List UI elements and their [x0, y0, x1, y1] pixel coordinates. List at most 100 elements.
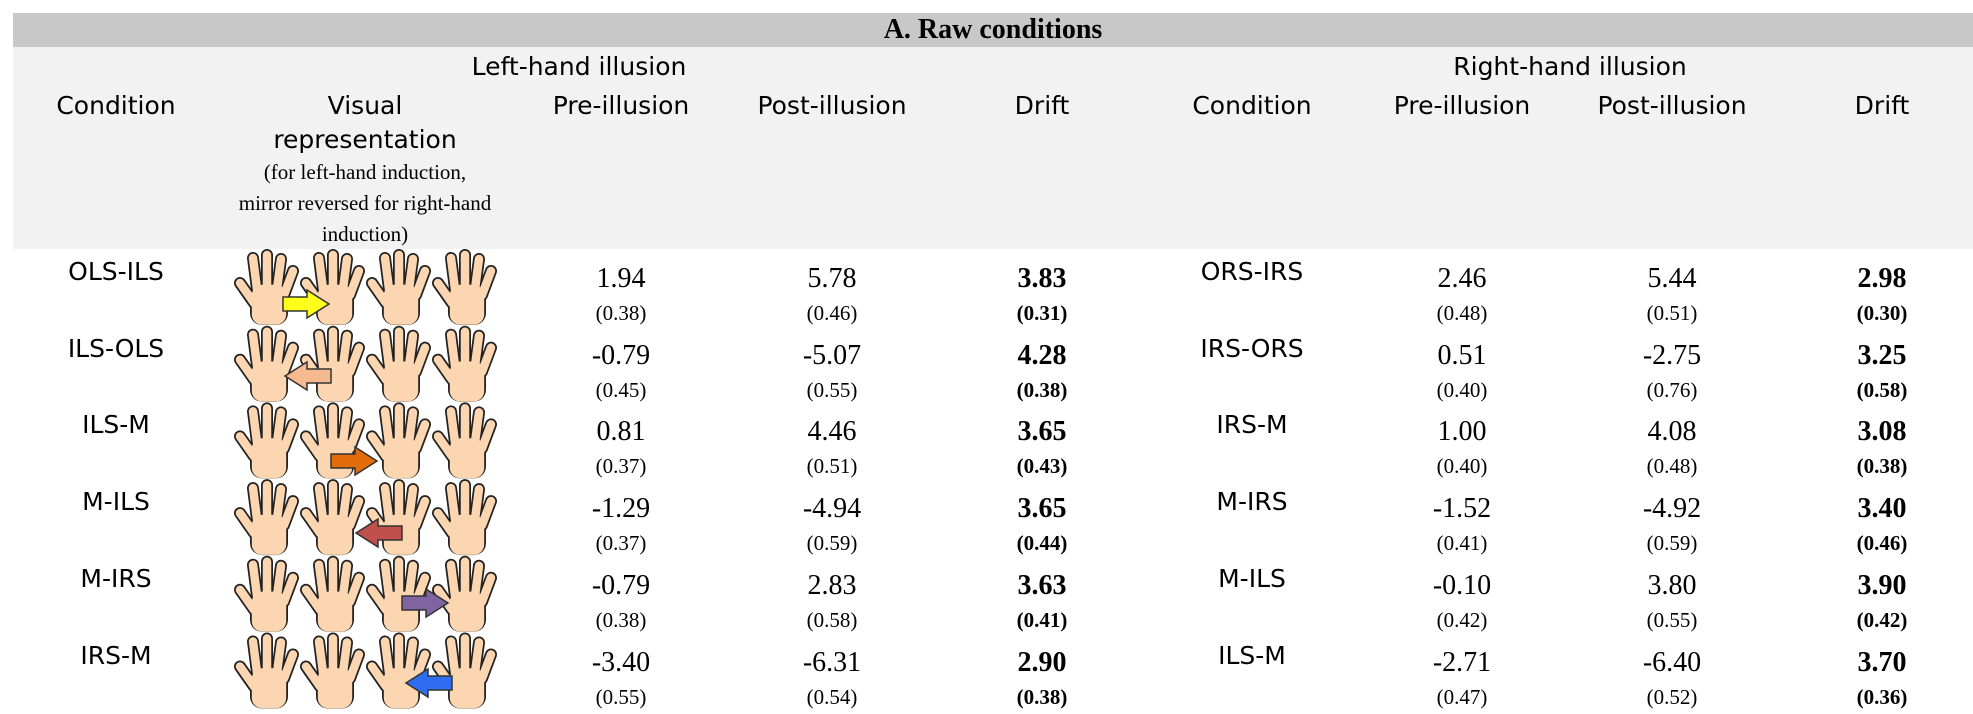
se-value: (0.43): [962, 453, 1122, 479]
column-header: Drift: [1767, 89, 1973, 123]
group-header: Right-hand illusion: [1370, 50, 1770, 84]
mean-value: -1.52: [1382, 493, 1542, 525]
mean-value: 1.00: [1382, 416, 1542, 448]
se-value: (0.58): [1802, 377, 1962, 403]
se-value: (0.38): [1802, 453, 1962, 479]
condition-label: ILS-OLS: [16, 332, 216, 366]
mean-value: 3.65: [962, 416, 1122, 448]
se-value: (0.38): [962, 377, 1122, 403]
mean-value: -0.79: [541, 340, 701, 372]
se-value: (0.40): [1382, 377, 1542, 403]
hand-row: [240, 562, 491, 632]
se-value: (0.44): [962, 530, 1122, 556]
se-value: (0.41): [1382, 530, 1542, 556]
se-value: (0.30): [1802, 300, 1962, 326]
mean-value: -0.10: [1382, 570, 1542, 602]
mean-value: 3.80: [1592, 570, 1752, 602]
hand-icon: [240, 332, 293, 402]
column-header: Pre-illusion: [1347, 89, 1577, 123]
hand-icon: [438, 255, 491, 325]
hand-icon: [306, 255, 359, 325]
hand-row: [240, 639, 491, 709]
hand-icon: [372, 332, 425, 402]
mean-value: 1.94: [541, 263, 701, 295]
table-title: A. Raw conditions: [693, 13, 1293, 47]
mean-value: -3.40: [541, 647, 701, 679]
hand-row: [240, 485, 491, 555]
condition-label: IRS-M: [16, 639, 216, 673]
se-value: (0.48): [1592, 453, 1752, 479]
hand-icon: [372, 408, 425, 478]
se-value: (0.51): [1592, 300, 1752, 326]
se-value: (0.51): [752, 453, 912, 479]
se-value: (0.76): [1592, 377, 1752, 403]
column-header: Post-illusion: [717, 89, 947, 123]
condition-label: OLS-ILS: [16, 255, 216, 289]
hand-icon: [306, 485, 359, 555]
mean-value: 5.78: [752, 263, 912, 295]
mean-value: 3.90: [1802, 570, 1962, 602]
mean-value: 4.46: [752, 416, 912, 448]
condition-label: IRS-M: [1152, 408, 1352, 442]
hand-icon: [438, 408, 491, 478]
column-header: Pre-illusion: [506, 89, 736, 123]
mean-value: -2.71: [1382, 647, 1542, 679]
column-header: Condition: [1, 89, 231, 123]
se-value: (0.46): [1802, 530, 1962, 556]
condition-label: ILS-M: [1152, 639, 1352, 673]
mean-value: 3.70: [1802, 647, 1962, 679]
se-value: (0.37): [541, 453, 701, 479]
column-header: Condition: [1137, 89, 1367, 123]
mean-value: -4.92: [1592, 493, 1752, 525]
mean-value: -6.40: [1592, 647, 1752, 679]
mean-value: 3.83: [962, 263, 1122, 295]
mean-value: 0.51: [1382, 340, 1542, 372]
se-value: (0.38): [541, 300, 701, 326]
se-value: (0.55): [541, 684, 701, 710]
se-value: (0.46): [752, 300, 912, 326]
hand-icon: [240, 485, 293, 555]
hand-row: [240, 255, 491, 325]
condition-label: M-IRS: [1152, 485, 1352, 519]
condition-label: IRS-ORS: [1152, 332, 1352, 366]
hand-icon: [306, 332, 359, 402]
table-page: A. Raw conditionsLeft-hand illusionRight…: [0, 0, 1973, 714]
se-value: (0.55): [752, 377, 912, 403]
se-value: (0.42): [1382, 607, 1542, 633]
condition-label: ILS-M: [16, 408, 216, 442]
mean-value: 5.44: [1592, 263, 1752, 295]
se-value: (0.45): [541, 377, 701, 403]
hand-icon: [306, 562, 359, 632]
hand-icon: [438, 562, 491, 632]
mean-value: -0.79: [541, 570, 701, 602]
hand-icon: [240, 408, 293, 478]
se-value: (0.54): [752, 684, 912, 710]
condition-label: ORS-IRS: [1152, 255, 1352, 289]
hand-icon: [306, 639, 359, 709]
se-value: (0.52): [1592, 684, 1752, 710]
se-value: (0.58): [752, 607, 912, 633]
mean-value: -4.94: [752, 493, 912, 525]
hand-icon: [240, 639, 293, 709]
mean-value: 2.83: [752, 570, 912, 602]
mean-value: 3.40: [1802, 493, 1962, 525]
se-value: (0.47): [1382, 684, 1542, 710]
hand-icon: [372, 485, 425, 555]
mean-value: 3.08: [1802, 416, 1962, 448]
mean-value: 3.65: [962, 493, 1122, 525]
se-value: (0.38): [962, 684, 1122, 710]
hand-row: [240, 332, 491, 402]
mean-value: -2.75: [1592, 340, 1752, 372]
hand-icon: [438, 639, 491, 709]
hand-icon: [438, 332, 491, 402]
condition-label: M-ILS: [16, 485, 216, 519]
mean-value: 4.08: [1592, 416, 1752, 448]
se-value: (0.31): [962, 300, 1122, 326]
mean-value: 0.81: [541, 416, 701, 448]
se-value: (0.41): [962, 607, 1122, 633]
se-value: (0.40): [1382, 453, 1542, 479]
hand-icon: [438, 485, 491, 555]
mean-value: 2.46: [1382, 263, 1542, 295]
hand-icon: [372, 639, 425, 709]
se-value: (0.59): [752, 530, 912, 556]
